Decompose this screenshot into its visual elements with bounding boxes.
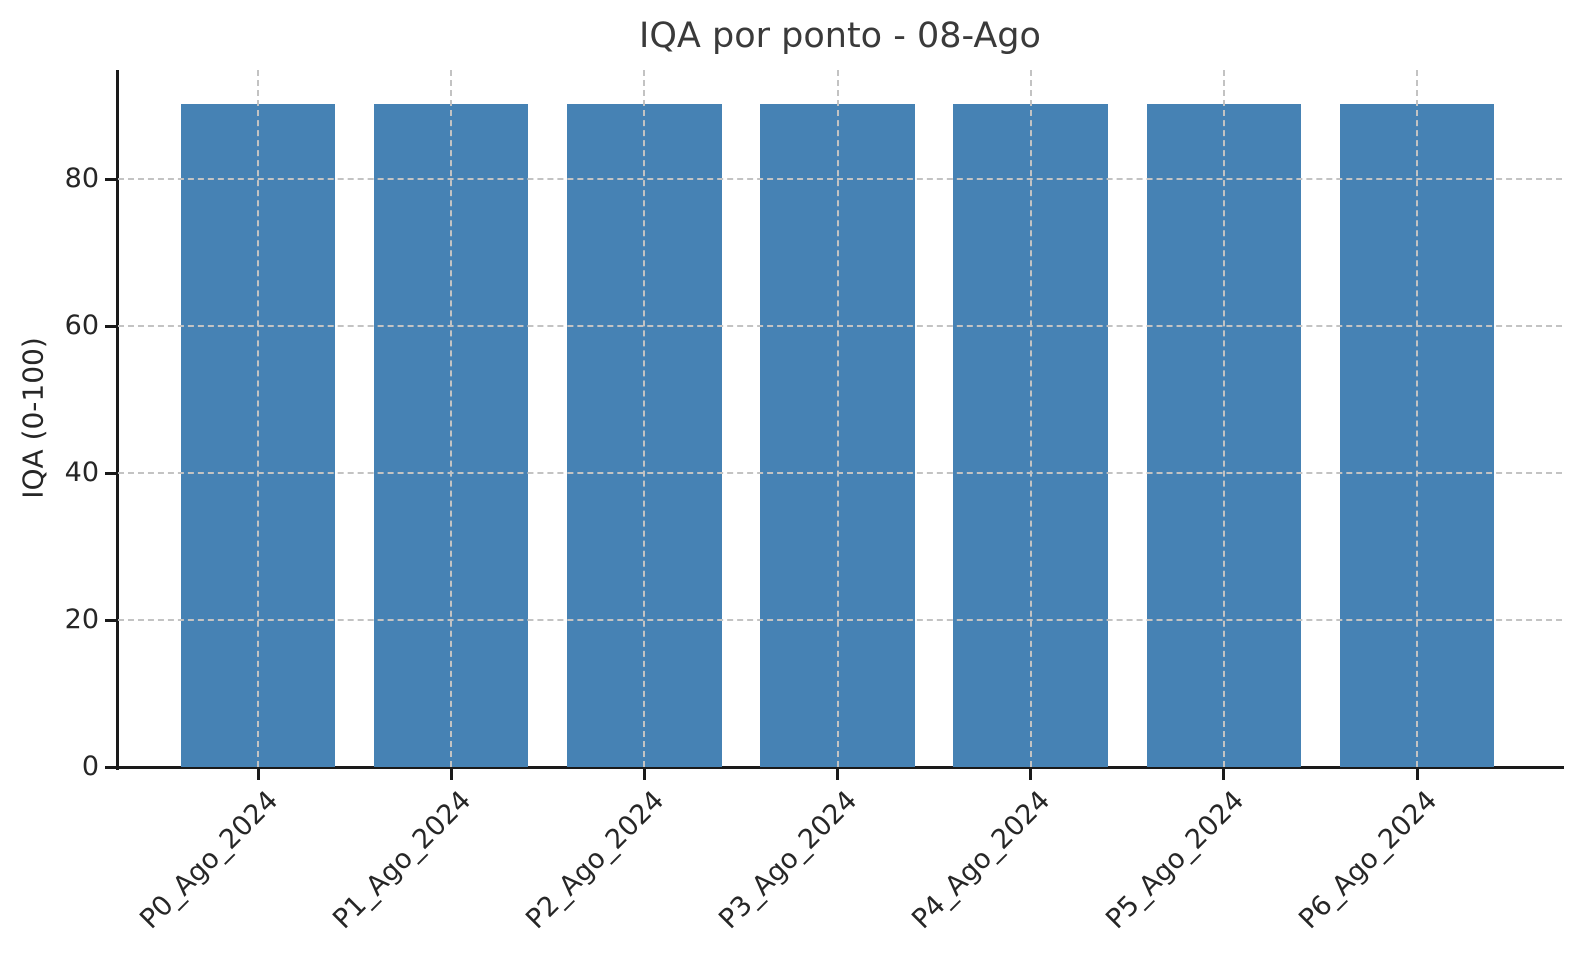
x-tick-label: P3_Ago_2024	[713, 785, 864, 936]
y-tick	[105, 618, 116, 622]
x-tick	[1029, 769, 1033, 780]
x-gridline	[1416, 70, 1419, 767]
y-gridline	[118, 178, 1562, 181]
x-tick	[642, 769, 646, 780]
y-gridline	[118, 619, 1562, 622]
x-axis-line	[116, 766, 1564, 769]
y-tick	[105, 471, 116, 475]
y-gridline	[118, 472, 1562, 475]
y-tick-label: 40	[64, 457, 99, 489]
y-tick	[105, 177, 116, 181]
x-gridline	[836, 70, 839, 767]
x-tick-label: P1_Ago_2024	[327, 785, 478, 936]
x-tick	[1415, 769, 1419, 780]
y-tick-label: 80	[64, 163, 99, 195]
x-tick-label: P2_Ago_2024	[520, 785, 671, 936]
y-axis-line	[116, 70, 119, 770]
y-tick	[105, 324, 116, 328]
x-tick	[256, 769, 260, 780]
x-gridline	[257, 70, 260, 767]
y-tick-label: 60	[64, 310, 99, 342]
x-gridline	[1029, 70, 1032, 767]
x-gridline	[450, 70, 453, 767]
y-tick-label: 20	[64, 604, 99, 636]
y-tick-label: 0	[81, 751, 99, 782]
x-tick	[449, 769, 453, 780]
x-tick-label: P6_Ago_2024	[1292, 785, 1444, 936]
x-tick-label: P0_Ago_2024	[133, 785, 284, 936]
x-tick	[836, 769, 840, 780]
x-gridline	[643, 70, 646, 767]
y-tick	[105, 765, 116, 769]
x-tick-label: P5_Ago_2024	[1099, 785, 1250, 936]
y-gridline	[118, 325, 1562, 328]
chart-title: IQA por ponto - 08-Ago	[639, 16, 1041, 56]
x-tick	[1222, 769, 1226, 780]
x-gridline	[1222, 70, 1225, 767]
x-tick-label: P4_Ago_2024	[906, 785, 1057, 936]
